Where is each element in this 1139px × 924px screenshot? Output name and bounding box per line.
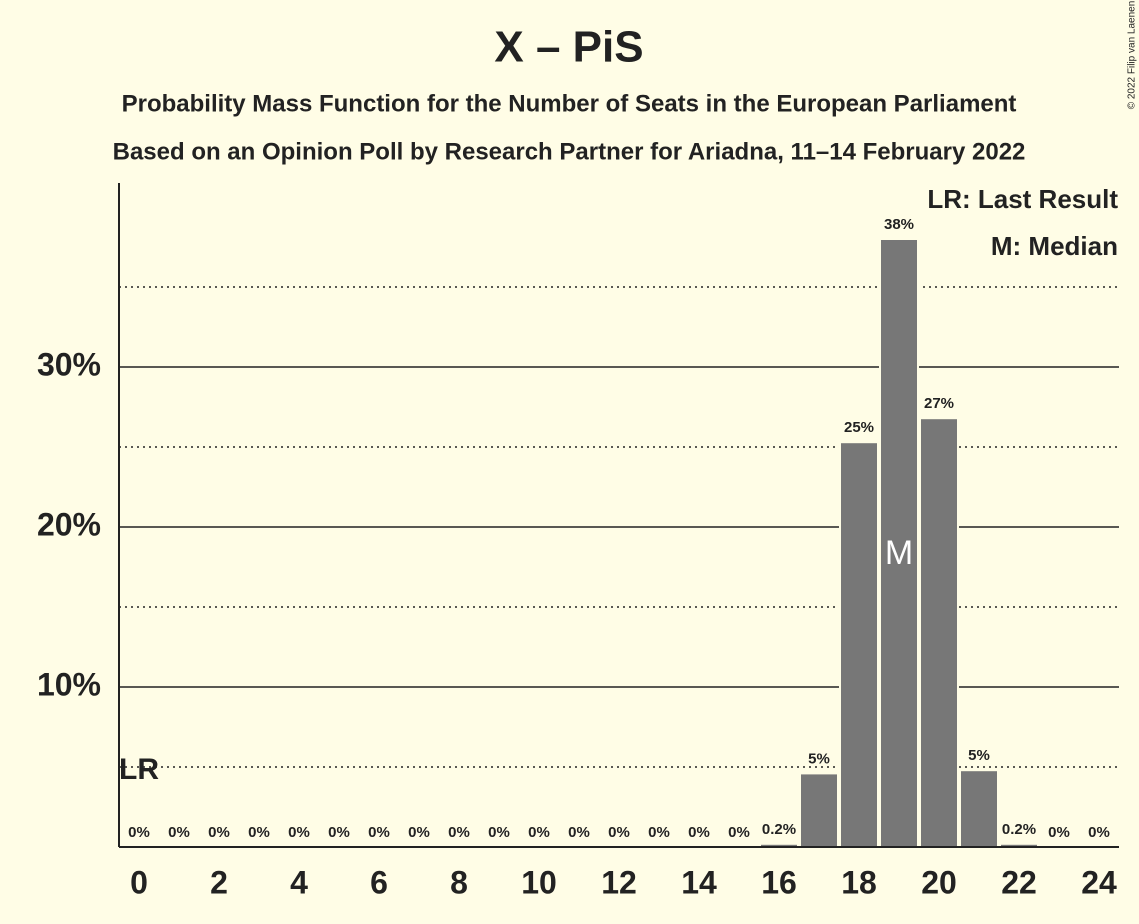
chart-title: X – PiS [494, 23, 643, 72]
value-label: 5% [808, 750, 830, 767]
value-label: 0% [648, 824, 670, 841]
value-label: 0% [168, 824, 190, 841]
last-result-marker: LR [119, 753, 159, 786]
legend-entry: M: Median [991, 231, 1118, 261]
bar [839, 441, 879, 848]
value-label: 0% [528, 824, 550, 841]
x-tick-label: 12 [601, 864, 637, 900]
chart-subtitle: Probability Mass Function for the Number… [122, 90, 1017, 117]
x-tick-label: 4 [290, 864, 308, 900]
y-tick-label: 10% [37, 666, 101, 702]
y-tick-label: 30% [37, 346, 101, 382]
x-tick-label: 24 [1081, 864, 1117, 900]
value-label: 0% [1088, 824, 1110, 841]
bar [919, 417, 959, 848]
value-label: 0% [568, 824, 590, 841]
x-tick-label: 18 [841, 864, 877, 900]
value-label: 0% [208, 824, 230, 841]
value-label: 0% [448, 824, 470, 841]
bar [799, 772, 839, 849]
x-tick-label: 8 [450, 864, 468, 900]
median-marker: M [885, 534, 913, 572]
value-label: 5% [968, 747, 990, 764]
y-tick-label: 20% [37, 506, 101, 542]
value-label: 0% [288, 824, 310, 841]
value-label: 0% [1048, 824, 1070, 841]
value-label: 0% [328, 824, 350, 841]
value-label: 0% [128, 824, 150, 841]
value-label: 0.2% [762, 821, 796, 838]
x-tick-label: 0 [130, 864, 148, 900]
bar [959, 769, 999, 849]
value-label: 27% [924, 395, 954, 412]
value-label: 0% [368, 824, 390, 841]
x-tick-label: 22 [1001, 864, 1037, 900]
x-tick-label: 14 [681, 864, 717, 900]
chart-subtitle: Based on an Opinion Poll by Research Par… [113, 138, 1026, 165]
value-label: 0.2% [1002, 821, 1036, 838]
value-label: 0% [408, 824, 430, 841]
value-label: 0% [248, 824, 270, 841]
copyright: © 2022 Filip van Laenen [1127, 1, 1138, 110]
x-tick-label: 10 [521, 864, 557, 900]
value-label: 25% [844, 419, 874, 436]
value-label: 0% [488, 824, 510, 841]
x-tick-label: 6 [370, 864, 388, 900]
value-label: 0% [688, 824, 710, 841]
x-tick-label: 2 [210, 864, 228, 900]
value-label: 38% [884, 216, 914, 233]
legend-entry: LR: Last Result [927, 184, 1118, 214]
value-label: 0% [608, 824, 630, 841]
value-label: 0% [728, 824, 750, 841]
x-tick-label: 20 [921, 864, 957, 900]
x-tick-label: 16 [761, 864, 797, 900]
